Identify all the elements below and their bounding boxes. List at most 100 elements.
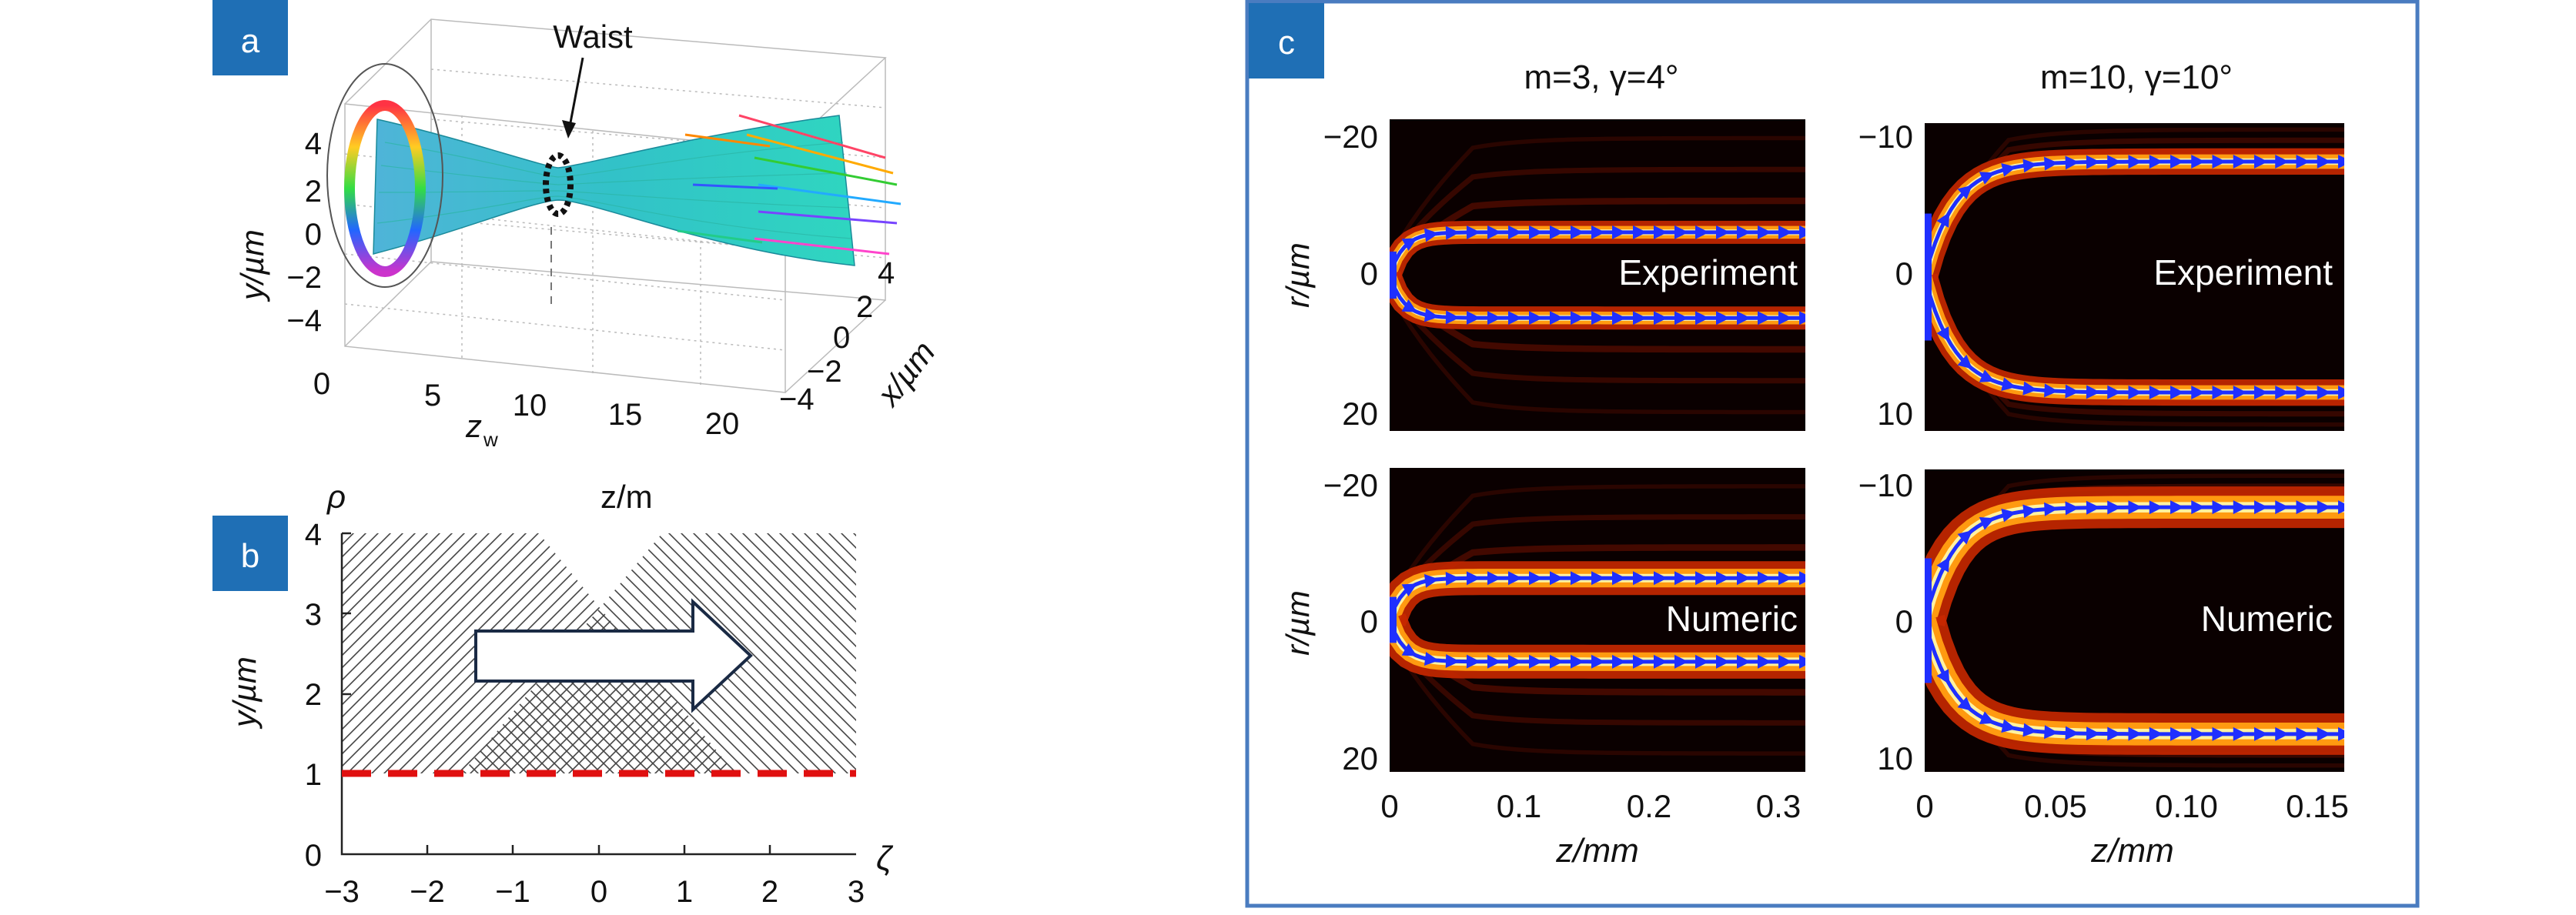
experiment-label-col1: Experiment (1618, 252, 1798, 292)
y-tick: 1 (305, 758, 322, 792)
trajectory-arrow (1716, 311, 1730, 326)
fringe-band (1390, 197, 1805, 269)
trajectory-arrow (1570, 571, 1584, 586)
trajectory-arrow (1979, 172, 1995, 185)
fringe-band (1390, 166, 1805, 263)
panel-b-ylabel: y/µm (226, 656, 263, 730)
waist-pointer-head (562, 120, 576, 139)
trajectory-arrow (1799, 311, 1805, 326)
rho-label: ρ (326, 479, 346, 515)
fringe-band (1390, 514, 1805, 609)
trajectory-arrow (2001, 377, 2016, 391)
trajectory-arrow (1570, 225, 1584, 239)
fringe-band (1390, 282, 1805, 353)
r-tick: −10 (1858, 119, 1913, 155)
panel-a-xlabel: x/µm (869, 334, 942, 413)
trajectory-arrow (2275, 385, 2290, 399)
x-tick: 1 (676, 875, 693, 909)
z-tick: 0.2 (1627, 788, 1671, 824)
trajectory-arrow (1466, 225, 1480, 240)
trajectory-arrow (1633, 225, 1647, 239)
trajectory-arrow (1654, 311, 1668, 326)
trajectory-arrow (2191, 155, 2206, 169)
r-tick: −10 (1858, 467, 1913, 503)
panel-a-y-ticks: 4 2 0 −2 −4 (286, 127, 322, 338)
trajectory-arrow (2212, 500, 2226, 515)
panel-a-grid (344, 18, 887, 393)
trajectory-arrow (2086, 726, 2100, 741)
x-tick: −2 (807, 355, 842, 389)
beam-funnel (373, 115, 855, 266)
trajectory-arrow (1507, 571, 1522, 586)
trajectory-arrow (1758, 654, 1771, 669)
zlabel-col2: z/mm (2090, 832, 2174, 870)
trajectory-arrow (1674, 311, 1688, 326)
trajectory-arrow (2212, 155, 2226, 169)
trajectory-arrow (2317, 155, 2331, 169)
fringe-band (1390, 287, 1805, 384)
trajectory-arrow (1423, 652, 1439, 666)
trajectory-arrow (2022, 504, 2038, 519)
panel-a-z-ticks: 0 5 10 15 20 (313, 367, 739, 441)
trajectory-arrow (2044, 156, 2059, 171)
fringe-band (1390, 484, 1805, 604)
rlabel-numeric-col1: r/µm (1280, 590, 1316, 656)
x-tick: −3 (324, 875, 360, 909)
trajectory-arrow (1528, 311, 1543, 326)
trajectory (1925, 155, 2344, 399)
y-tick: −2 (286, 261, 322, 295)
trajectory-arrow (2317, 500, 2331, 515)
trajectory-arrow (2253, 726, 2268, 741)
trajectory-arrow (1633, 654, 1647, 669)
trajectory-arrow (1716, 571, 1730, 586)
trajectory-arrow (1591, 571, 1605, 586)
x-tick: −1 (495, 875, 530, 909)
r-tick: −20 (1323, 119, 1378, 155)
trajectory-arrow (1957, 529, 1973, 545)
panel-a-badge-label: a (241, 22, 260, 60)
trajectory-arrow (1423, 308, 1439, 322)
fringe-band (1390, 626, 1805, 696)
x-tick: 4 (878, 256, 895, 290)
trajectory-arrow (1487, 571, 1501, 586)
trajectory-arrow (1737, 571, 1751, 586)
trajectory-arrow (1549, 654, 1564, 669)
r-tick: 20 (1342, 396, 1378, 432)
trajectory-arrow (1936, 212, 1950, 228)
y-tick: 4 (305, 127, 322, 161)
trajectory-arrow (2191, 726, 2206, 741)
y-tick: 2 (305, 678, 322, 712)
panel-c-badge-label: c (1278, 24, 1295, 62)
funnel-meshlines (376, 142, 852, 239)
trajectory-arrow (1445, 310, 1460, 325)
y-tick: 4 (305, 518, 322, 552)
r-tick: 0 (1895, 603, 1913, 639)
trajectory-arrow (1401, 238, 1417, 252)
trajectory-arrow (2170, 155, 2184, 169)
trajectory-arrow (1936, 556, 1950, 573)
beam-input-rim (344, 100, 426, 277)
trajectory-arrow (2296, 726, 2310, 741)
trajectory-arrow (2086, 155, 2100, 169)
trajectory-arrow (1695, 225, 1709, 239)
trajectory-arrow (2149, 155, 2163, 169)
trajectory-arrow (1487, 654, 1501, 669)
panel-b-xlabel: ζ (876, 840, 894, 877)
z-tick: 0 (313, 367, 330, 401)
panel-b-badge-label: b (241, 537, 259, 575)
trajectory-arrow (2233, 385, 2247, 399)
trajectory-arrow (1957, 185, 1973, 200)
experiment-label-col2: Experiment (2153, 252, 2333, 292)
trajectory-arrow (2253, 500, 2268, 515)
x-tick: 0 (833, 321, 850, 355)
z-tick: 15 (608, 398, 643, 432)
trajectory-arrow (2128, 500, 2143, 515)
trajectory-arrow (2044, 725, 2059, 740)
polarization-arrows (677, 114, 902, 255)
panel-b-tick-marks (342, 532, 771, 854)
trajectory (1390, 225, 1805, 326)
trajectory-arrow (2001, 163, 2016, 177)
trajectory-arrow (1778, 571, 1792, 586)
trajectory-arrow (1936, 326, 1950, 342)
z-tick: 0.15 (2286, 788, 2349, 824)
